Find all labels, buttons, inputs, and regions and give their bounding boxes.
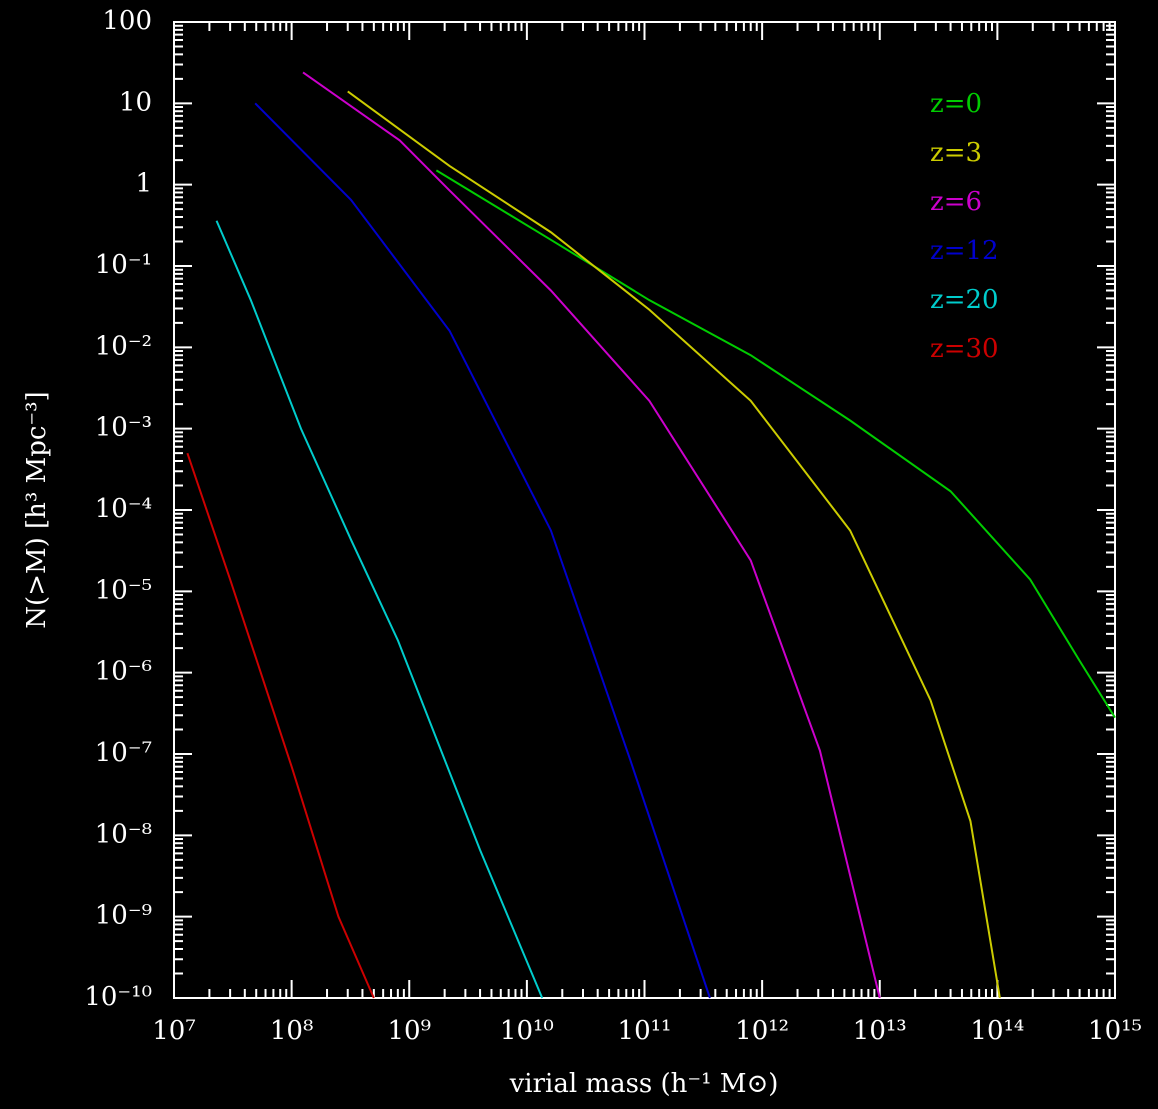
y-tick-label: 10⁻⁴: [95, 494, 152, 524]
series-line: [215, 220, 544, 999]
y-tick-label: 10⁻⁵: [95, 575, 152, 605]
series-line: [186, 452, 375, 999]
legend-label: z=0: [930, 89, 982, 119]
legend-label: z=3: [930, 138, 982, 168]
legend-label: z=12: [930, 236, 999, 266]
y-tick-label: 10⁻²: [95, 331, 152, 361]
x-tick-label: 10⁸: [270, 1016, 314, 1046]
y-axis-label: N(>M) [h³ Mpc⁻³]: [22, 391, 52, 628]
y-tick-label: 10⁻⁸: [95, 819, 152, 849]
y-tick-label: 10⁻⁶: [95, 657, 152, 687]
minor-ticks: [174, 22, 1115, 998]
y-tick-label: 100: [102, 6, 152, 36]
y-tick-label: 10⁻¹⁰: [84, 982, 152, 1012]
y-tick-label: 10: [119, 87, 152, 117]
x-tick-label: 10⁷: [152, 1016, 196, 1046]
x-tick-label: 10¹⁵: [1088, 1016, 1142, 1046]
y-tick-label: 1: [135, 169, 152, 199]
x-tick-label: 10¹¹: [618, 1016, 672, 1046]
legend-label: z=30: [930, 334, 999, 364]
y-tick-label: 10⁻¹: [95, 250, 152, 280]
x-tick-label: 10¹⁰: [500, 1016, 554, 1046]
x-axis-label: virial mass (h⁻¹ M⊙): [509, 1069, 779, 1099]
series-line: [254, 102, 711, 999]
y-tick-label: 10⁻⁹: [95, 901, 152, 931]
x-tick-label: 10⁹: [387, 1016, 431, 1046]
y-tick-label: 10⁻³: [95, 413, 152, 443]
series-line: [302, 71, 881, 999]
y-tick-label: 10⁻⁷: [95, 738, 152, 768]
series-line: [347, 90, 1001, 999]
series-line: [435, 169, 1116, 719]
legend-label: z=6: [930, 187, 982, 217]
x-tick-label: 10¹⁴: [970, 1016, 1024, 1046]
x-tick-label: 10¹²: [735, 1016, 789, 1046]
x-tick-label: 10¹³: [853, 1016, 907, 1046]
legend-label: z=20: [930, 285, 999, 315]
